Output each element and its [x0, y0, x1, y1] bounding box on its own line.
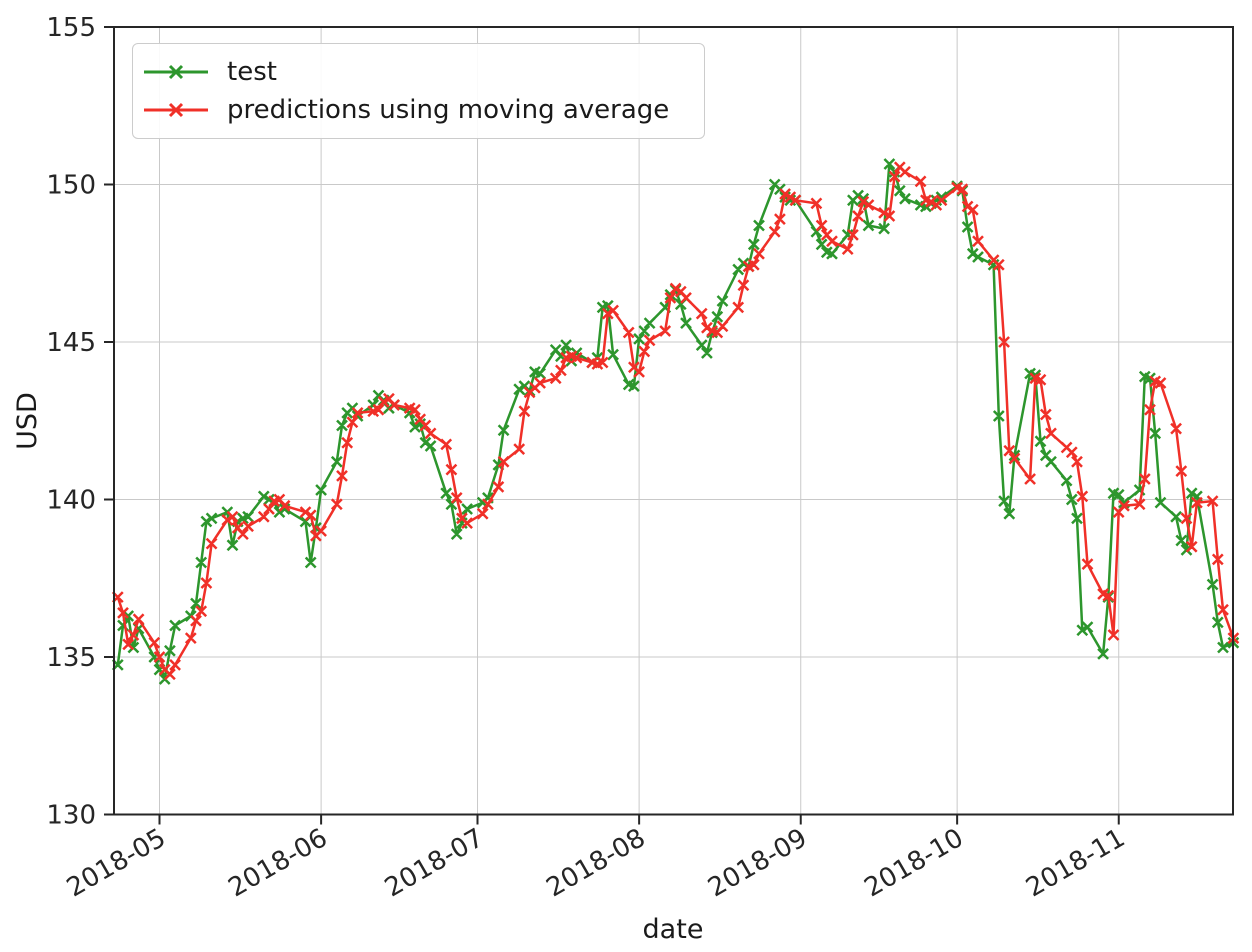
series-line-predictions	[116, 165, 1235, 676]
series-markers-predictions	[111, 161, 1240, 681]
x-tick-label-2018-07: 2018-07	[380, 823, 489, 903]
x-tick-label-2018-05: 2018-05	[62, 823, 171, 903]
x-axis-label: date	[643, 914, 704, 945]
y-tick-label-155: 155	[46, 13, 96, 43]
grid-layer	[114, 26, 1233, 815]
legend: test predictions using moving average	[132, 43, 705, 139]
x-tick-label-2018-08: 2018-08	[542, 823, 651, 903]
legend-label-predictions: predictions using moving average	[227, 95, 670, 126]
x-tick-label-2018-09: 2018-09	[703, 823, 812, 903]
plot-border	[113, 26, 1234, 816]
y-tick-label-130: 130	[46, 801, 96, 831]
legend-item-test: test	[141, 59, 694, 85]
test-line-sample-icon	[144, 64, 208, 79]
series-markers-test	[111, 158, 1240, 685]
y-tick-label-135: 135	[46, 643, 96, 673]
legend-label-test: test	[227, 56, 277, 87]
legend-item-predictions: predictions using moving average	[141, 97, 694, 123]
x-tick-label-2018-06: 2018-06	[224, 823, 333, 903]
x-tick-label-2018-11: 2018-11	[1021, 823, 1130, 903]
x-tick-label-2018-10: 2018-10	[860, 823, 969, 903]
y-tick-label-140: 140	[46, 486, 96, 516]
series-layer	[111, 158, 1240, 685]
series-line-test	[116, 162, 1234, 681]
predictions-line-sample-icon	[144, 103, 208, 118]
y-axis-label: USD	[12, 392, 43, 450]
y-tick-label-150: 150	[46, 171, 96, 201]
y-tick-label-145: 145	[46, 328, 96, 358]
